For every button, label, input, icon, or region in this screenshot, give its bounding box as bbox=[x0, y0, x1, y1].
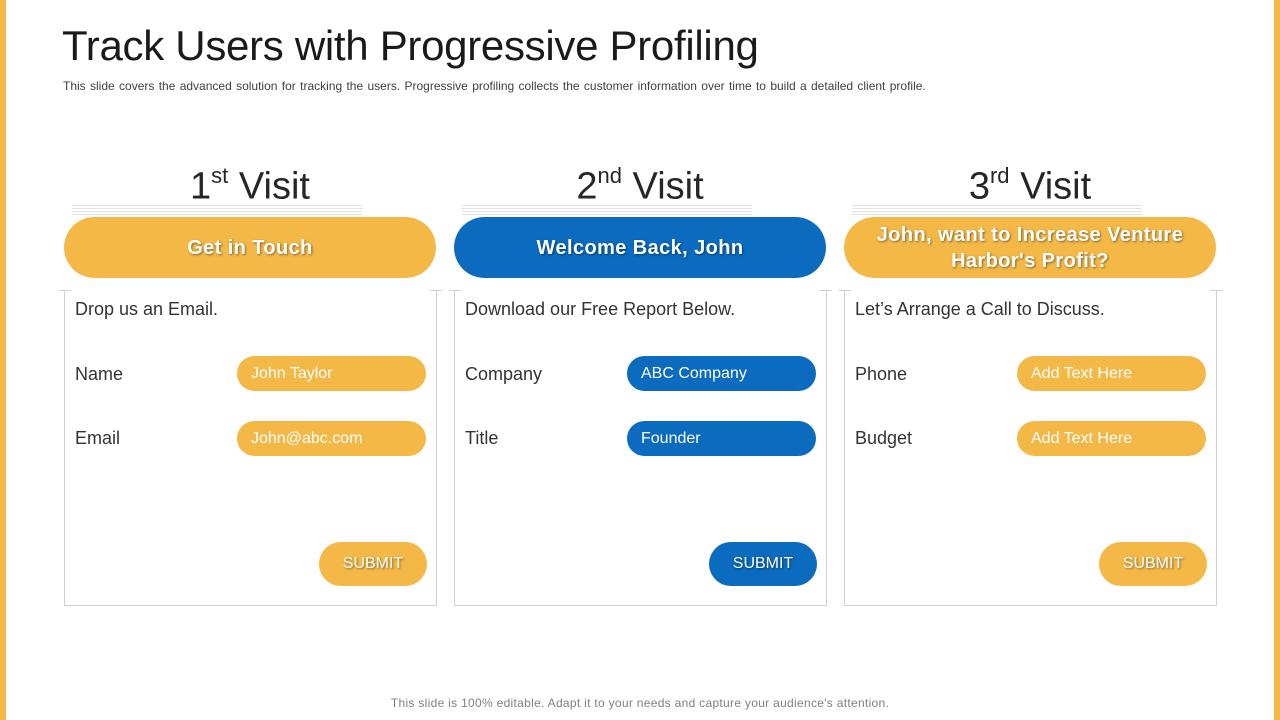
visit-2-ordinal: 2 bbox=[576, 165, 598, 208]
visit-1-heading: 1st Visit bbox=[64, 163, 436, 209]
company-input[interactable]: ABC Company bbox=[627, 356, 816, 391]
visit-2-suffix: nd bbox=[597, 163, 622, 188]
form-intro: Let’s Arrange a Call to Discuss. bbox=[855, 299, 1105, 319]
visit-1-banner: Get in Touch bbox=[64, 217, 436, 278]
email-input[interactable]: John@abc.com bbox=[237, 421, 426, 456]
phone-label: Phone bbox=[855, 364, 908, 384]
visit-2-submit-button[interactable]: SUBMIT bbox=[709, 542, 817, 586]
title-input[interactable]: Founder bbox=[627, 421, 816, 456]
visit-1-word: Visit bbox=[238, 165, 310, 208]
email-label: Email bbox=[75, 428, 121, 448]
name-label: Name bbox=[75, 364, 124, 384]
visit-1-submit-button[interactable]: SUBMIT bbox=[319, 542, 427, 586]
phone-input[interactable]: Add Text Here bbox=[1017, 356, 1206, 391]
visit-3-banner: John, want to Increase Venture Harbor's … bbox=[844, 217, 1216, 278]
visit-1-form: Drop us an Email. Name John Taylor Email… bbox=[59, 290, 442, 606]
visit-2-heading: 2nd Visit bbox=[454, 163, 826, 209]
visit-3-divider bbox=[852, 205, 1142, 217]
visit-2-word: Visit bbox=[632, 165, 704, 208]
budget-input[interactable]: Add Text Here bbox=[1017, 421, 1206, 456]
title-label: Title bbox=[465, 428, 499, 448]
visit-1-ordinal: 1 bbox=[190, 165, 212, 208]
budget-label: Budget bbox=[855, 428, 913, 448]
visit-2-divider bbox=[462, 205, 752, 217]
visit-2-banner: Welcome Back, John bbox=[454, 217, 826, 278]
visit-3-suffix: rd bbox=[989, 163, 1010, 188]
slide-title: Track Users with Progressive Profiling bbox=[62, 22, 759, 69]
form-intro: Download our Free Report Below. bbox=[465, 299, 736, 319]
visit-1-suffix: st bbox=[211, 163, 229, 188]
visit-3-form: Let’s Arrange a Call to Discuss. Phone A… bbox=[839, 290, 1222, 606]
left-accent-bar bbox=[0, 0, 6, 720]
visit-3-ordinal: 3 bbox=[968, 165, 990, 208]
visit-3-heading: 3rd Visit bbox=[844, 163, 1216, 209]
right-accent-bar bbox=[1274, 0, 1280, 720]
visit-3-word: Visit bbox=[1020, 165, 1092, 208]
visit-3-submit-button[interactable]: SUBMIT bbox=[1099, 542, 1207, 586]
name-input[interactable]: John Taylor bbox=[237, 356, 426, 391]
form-intro: Drop us an Email. bbox=[75, 299, 219, 319]
slide-subtitle: This slide covers the advanced solution … bbox=[63, 79, 926, 93]
visit-1-divider bbox=[72, 205, 362, 217]
visit-2-form: Download our Free Report Below. Company … bbox=[449, 290, 832, 606]
company-label: Company bbox=[465, 364, 543, 384]
slide-footer: This slide is 100% editable. Adapt it to… bbox=[390, 696, 890, 710]
